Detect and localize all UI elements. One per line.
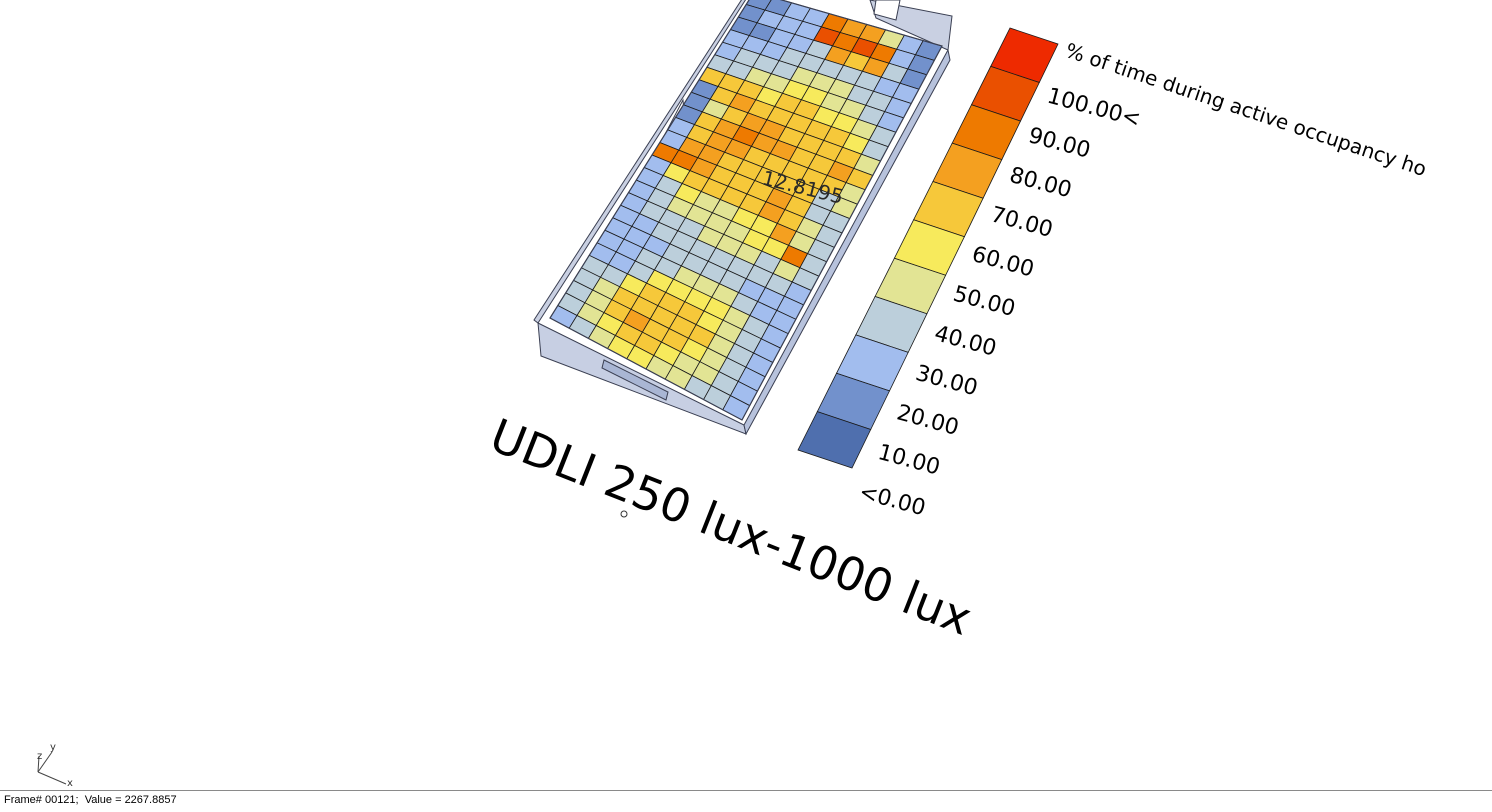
legend-label: 10.00: [875, 440, 942, 480]
axes-gizmo: z y x: [37, 742, 73, 789]
axis-y-label: y: [50, 742, 56, 753]
room-right-slab: [743, 48, 951, 436]
legend-swatch: [797, 411, 872, 469]
axis-z-label: z: [37, 751, 42, 762]
status-bar: Frame# 00121; Value = 2267.8857: [0, 790, 1492, 812]
plot-title: UDLI 250 lux-1000 lux: [483, 408, 979, 646]
legend-label: 70.00: [988, 202, 1055, 242]
grid-lines: [549, 0, 943, 421]
cursor-marker: [620, 510, 628, 518]
room-shell: [533, 0, 953, 436]
legend-label: 90.00: [1026, 123, 1093, 163]
legend-label: 40.00: [932, 321, 999, 361]
axis-x-label: x: [67, 778, 73, 789]
legend-label: 20.00: [894, 400, 961, 440]
legend-label: 100.00<: [1044, 84, 1143, 133]
floor-outline: [549, 0, 943, 421]
window-opening-bottom: [601, 359, 669, 401]
viewport-canvas[interactable]: 12.8195 100.00<90.0080.0070.0060.0050.00…: [0, 0, 1492, 790]
legend-label: 80.00: [1007, 163, 1074, 203]
legend-label: 50.00: [950, 282, 1017, 322]
status-text: Frame# 00121; Value = 2267.8857: [4, 794, 177, 806]
legend-label: 30.00: [913, 361, 980, 401]
rhino-viewport[interactable]: 12.8195 100.00< 90.00 80.00 70.00 60.00 50.00…: [0, 0, 1492, 790]
window-opening-top: [873, 0, 901, 21]
room-left-wall: [533, 0, 747, 324]
legend-label: <0.00: [856, 480, 928, 522]
legend-label: 60.00: [969, 242, 1036, 282]
